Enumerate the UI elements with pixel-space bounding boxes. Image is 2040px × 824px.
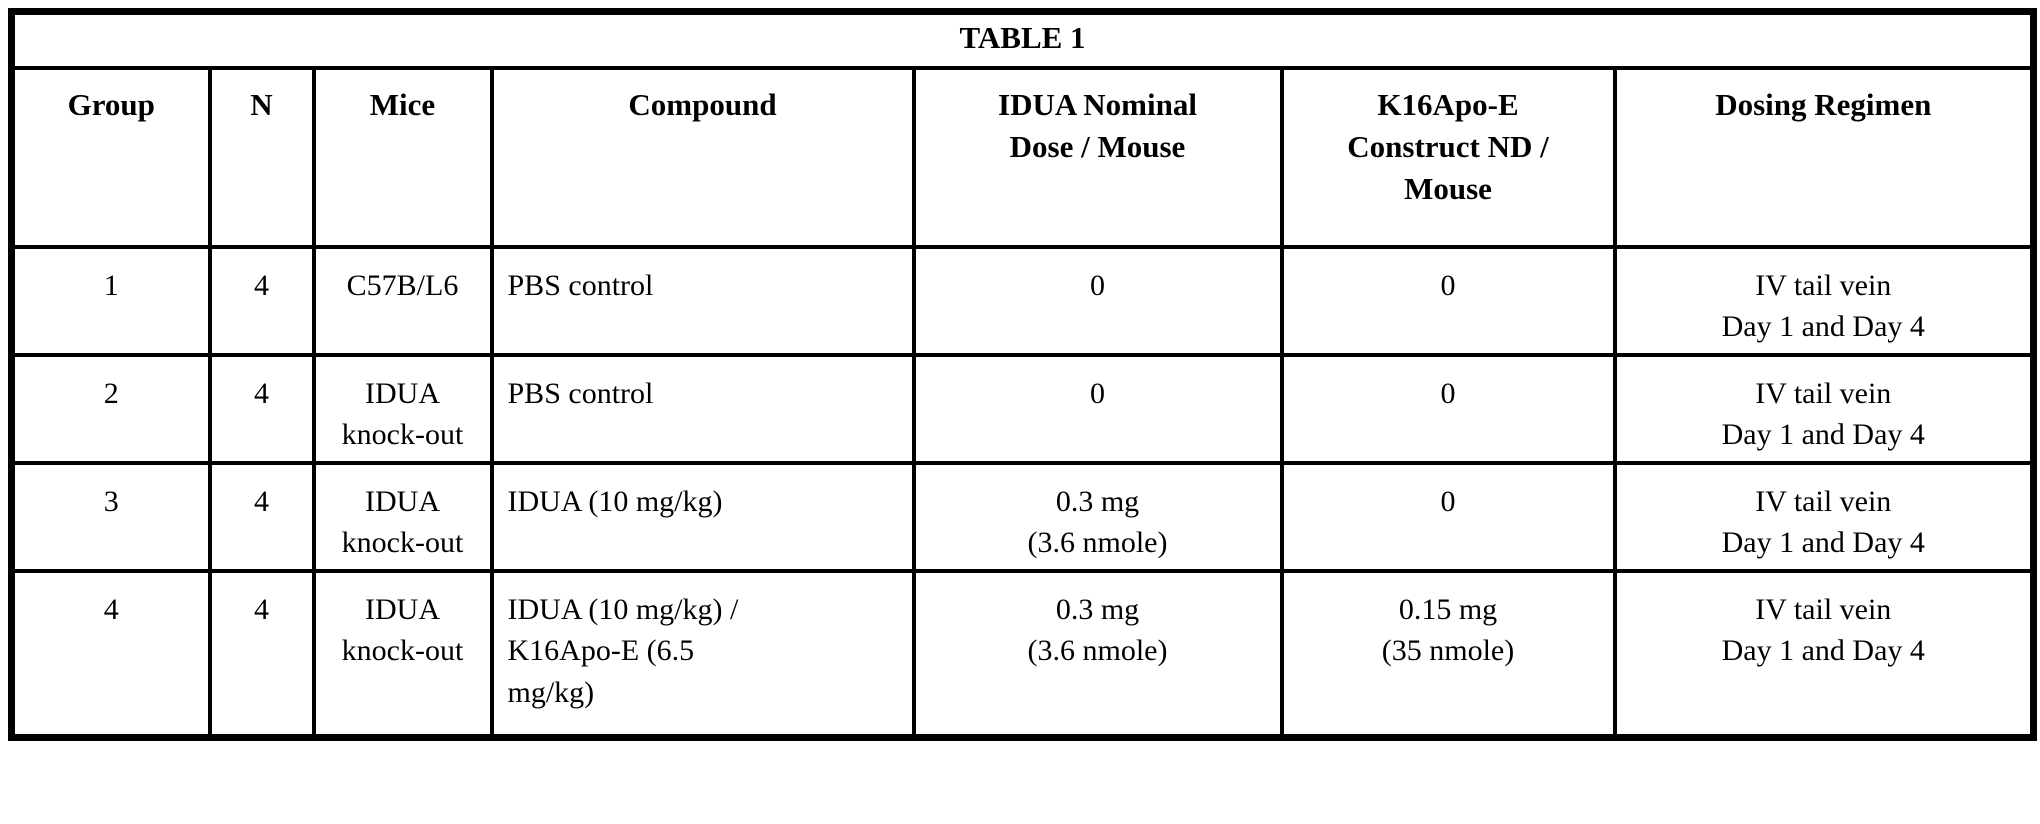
cell-dosing-regimen: IV tail vein Day 1 and Day 4 bbox=[1612, 245, 2036, 357]
column-header-group: Group bbox=[9, 66, 212, 249]
column-header-k16apoe-construct-nd: K16Apo-E Construct ND / Mouse bbox=[1279, 66, 1617, 249]
table-row-group-4: 4 4 IDUA knock-out IDUA (10 mg/kg) / K16… bbox=[9, 569, 2036, 739]
cell-n: 4 bbox=[207, 353, 316, 465]
cell-compound: IDUA (10 mg/kg) bbox=[489, 461, 916, 573]
cell-group: 2 bbox=[9, 353, 212, 465]
cell-compound: PBS control bbox=[489, 353, 916, 465]
table-title: TABLE 1 bbox=[9, 9, 2036, 70]
table-row-group-3: 3 4 IDUA knock-out IDUA (10 mg/kg) 0.3 m… bbox=[9, 461, 2036, 573]
cell-group: 4 bbox=[9, 569, 212, 739]
cell-k16apoe-dose: 0 bbox=[1279, 461, 1617, 573]
cell-dosing-regimen: IV tail vein Day 1 and Day 4 bbox=[1612, 569, 2036, 739]
cell-idua-dose: 0 bbox=[911, 245, 1284, 357]
table-row-group-1: 1 4 C57B/L6 PBS control 0 0 IV tail vein… bbox=[9, 245, 2036, 357]
cell-dosing-regimen: IV tail vein Day 1 and Day 4 bbox=[1612, 353, 2036, 465]
table-header-row: Group N Mice Compound IDUA Nominal Dose … bbox=[9, 66, 2036, 249]
cell-idua-dose: 0.3 mg (3.6 nmole) bbox=[911, 569, 1284, 739]
cell-group: 1 bbox=[9, 245, 212, 357]
cell-compound: PBS control bbox=[489, 245, 916, 357]
table-title-row: TABLE 1 bbox=[9, 9, 2036, 70]
cell-k16apoe-dose: 0 bbox=[1279, 353, 1617, 465]
table-1: TABLE 1 Group N Mice Compound IDUA Nomin… bbox=[8, 8, 2038, 741]
cell-compound: IDUA (10 mg/kg) / K16Apo-E (6.5 mg/kg) bbox=[489, 569, 916, 739]
cell-mice: IDUA knock-out bbox=[311, 569, 494, 739]
cell-n: 4 bbox=[207, 569, 316, 739]
table-row-group-2: 2 4 IDUA knock-out PBS control 0 0 IV ta… bbox=[9, 353, 2036, 465]
column-header-n: N bbox=[207, 66, 316, 249]
cell-k16apoe-dose: 0.15 mg (35 nmole) bbox=[1279, 569, 1617, 739]
cell-n: 4 bbox=[207, 245, 316, 357]
cell-mice: IDUA knock-out bbox=[311, 353, 494, 465]
cell-group: 3 bbox=[9, 461, 212, 573]
document-table-container: TABLE 1 Group N Mice Compound IDUA Nomin… bbox=[8, 8, 2038, 741]
cell-mice: C57B/L6 bbox=[311, 245, 494, 357]
column-header-mice: Mice bbox=[311, 66, 494, 249]
cell-dosing-regimen: IV tail vein Day 1 and Day 4 bbox=[1612, 461, 2036, 573]
cell-k16apoe-dose: 0 bbox=[1279, 245, 1617, 357]
cell-idua-dose: 0.3 mg (3.6 nmole) bbox=[911, 461, 1284, 573]
column-header-dosing-regimen: Dosing Regimen bbox=[1612, 66, 2036, 249]
column-header-idua-nominal-dose: IDUA Nominal Dose / Mouse bbox=[911, 66, 1284, 249]
cell-n: 4 bbox=[207, 461, 316, 573]
cell-mice: IDUA knock-out bbox=[311, 461, 494, 573]
column-header-compound: Compound bbox=[489, 66, 916, 249]
cell-idua-dose: 0 bbox=[911, 353, 1284, 465]
